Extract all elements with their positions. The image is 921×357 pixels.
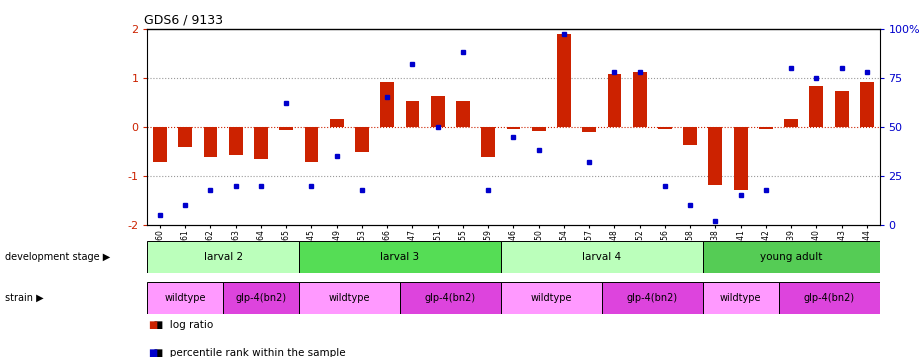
- Bar: [734, 127, 748, 190]
- Text: wildtype: wildtype: [329, 293, 370, 303]
- Bar: [860, 82, 874, 127]
- Text: glp-4(bn2): glp-4(bn2): [803, 293, 855, 303]
- Bar: [147, 241, 298, 273]
- Text: young adult: young adult: [760, 252, 822, 262]
- Text: glp-4(bn2): glp-4(bn2): [425, 293, 476, 303]
- Bar: [279, 127, 293, 130]
- Text: strain ▶: strain ▶: [5, 293, 43, 303]
- Bar: [810, 86, 823, 127]
- Bar: [204, 127, 217, 157]
- Bar: [228, 127, 242, 155]
- Bar: [405, 101, 419, 127]
- Bar: [147, 282, 223, 314]
- Text: ■  percentile rank within the sample: ■ percentile rank within the sample: [147, 348, 346, 357]
- Bar: [482, 127, 495, 157]
- Bar: [254, 127, 268, 159]
- Bar: [759, 127, 773, 129]
- Bar: [330, 119, 344, 127]
- Text: wildtype: wildtype: [530, 293, 572, 303]
- Bar: [708, 127, 722, 185]
- Bar: [431, 96, 445, 127]
- Bar: [355, 127, 369, 152]
- Bar: [305, 127, 319, 162]
- Bar: [608, 74, 622, 127]
- Text: development stage ▶: development stage ▶: [5, 252, 110, 262]
- Bar: [153, 127, 167, 162]
- Text: ■: ■: [148, 320, 157, 330]
- Text: larval 4: larval 4: [582, 252, 622, 262]
- Bar: [501, 241, 703, 273]
- Bar: [658, 127, 672, 129]
- Bar: [380, 82, 394, 127]
- Bar: [223, 282, 298, 314]
- Bar: [834, 91, 848, 127]
- Bar: [298, 282, 400, 314]
- Bar: [531, 127, 545, 131]
- Bar: [633, 72, 647, 127]
- Bar: [557, 35, 571, 127]
- Bar: [179, 127, 192, 147]
- Text: wildtype: wildtype: [720, 293, 762, 303]
- Text: larval 3: larval 3: [380, 252, 419, 262]
- Text: larval 2: larval 2: [204, 252, 242, 262]
- Bar: [703, 282, 778, 314]
- Text: glp-4(bn2): glp-4(bn2): [627, 293, 678, 303]
- Bar: [582, 127, 596, 132]
- Bar: [456, 101, 470, 127]
- Text: GDS6 / 9133: GDS6 / 9133: [144, 13, 223, 26]
- Bar: [778, 282, 880, 314]
- Text: ■: ■: [148, 348, 157, 357]
- Bar: [683, 127, 697, 145]
- Text: wildtype: wildtype: [165, 293, 206, 303]
- Bar: [703, 241, 880, 273]
- Bar: [501, 282, 601, 314]
- Text: ■  log ratio: ■ log ratio: [147, 320, 214, 330]
- Bar: [601, 282, 703, 314]
- Bar: [785, 119, 799, 127]
- Bar: [507, 127, 520, 129]
- Bar: [400, 282, 501, 314]
- Text: glp-4(bn2): glp-4(bn2): [236, 293, 286, 303]
- Bar: [298, 241, 501, 273]
